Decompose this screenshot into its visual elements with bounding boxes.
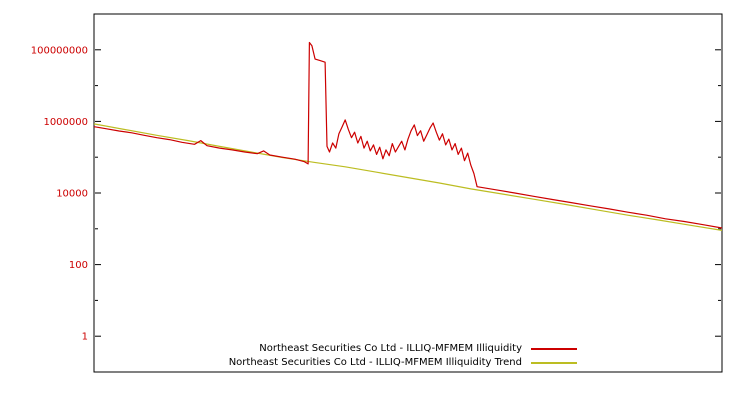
y-tick-label: 100000000 [31, 45, 88, 56]
series-illiquidity [93, 41, 723, 229]
legend-label-illiquidity: Northeast Securities Co Ltd - ILLIQ-MFME… [259, 343, 522, 354]
plot-border [93, 13, 723, 373]
legend: Northeast Securities Co Ltd - ILLIQ-MFME… [97, 341, 579, 370]
legend-label-trend: Northeast Securities Co Ltd - ILLIQ-MFME… [228, 357, 522, 368]
legend-entry-trend: Northeast Securities Co Ltd - ILLIQ-MFME… [99, 356, 577, 369]
y-tick-label: 100 [69, 260, 88, 271]
legend-line-sample-illiquidity [531, 347, 577, 350]
y-tick-label: 1 [82, 332, 88, 343]
y-tick-label: 10000 [56, 189, 88, 200]
legend-line-sample-trend [531, 361, 577, 364]
legend-entry-illiquidity: Northeast Securities Co Ltd - ILLIQ-MFME… [99, 342, 577, 355]
y-tick-label: 1000000 [43, 117, 88, 128]
